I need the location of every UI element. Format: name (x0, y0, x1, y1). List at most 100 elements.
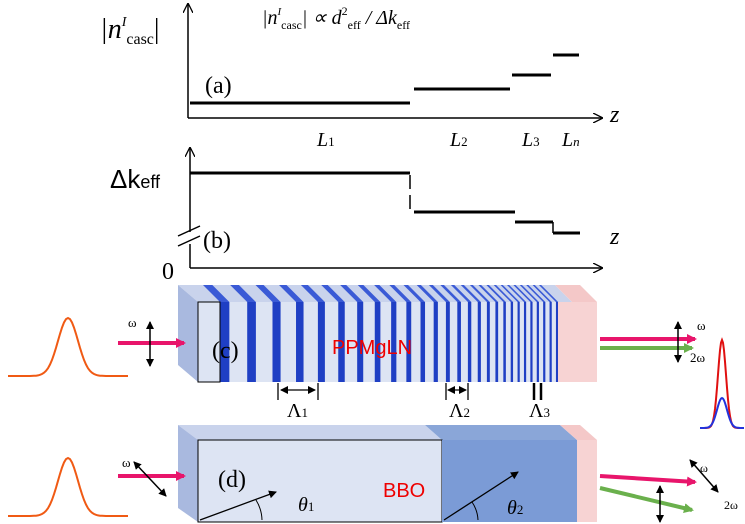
domain (510, 302, 514, 382)
domain (457, 302, 461, 382)
length-label: L3 (521, 129, 540, 151)
domain-top (374, 285, 397, 302)
panel-c: ω (c) PPMgLN ω 2ω Λ1 Λ2 Λ3 (8, 285, 744, 429)
period-label: Λ3 (529, 400, 550, 422)
domain-top (203, 285, 230, 302)
domain (406, 302, 412, 382)
panel-tag: (a) (205, 73, 232, 99)
input-label: ω (128, 315, 137, 330)
domain-top (513, 285, 533, 302)
crystal-top (178, 425, 442, 440)
axis-break (177, 225, 201, 237)
domain-top (340, 285, 364, 302)
crystal-label: PPMgLN (332, 337, 412, 359)
length-label: L1 (316, 129, 335, 151)
domain (523, 302, 527, 382)
crystal-side (178, 425, 198, 522)
domain-top (428, 285, 450, 302)
formula: |nIcasc| ∝ d2eff / Δkeff (262, 4, 410, 32)
angle-label: θ2 (507, 497, 523, 519)
origin-label: 0 (162, 259, 174, 285)
domain (391, 302, 397, 382)
polarization (689, 459, 719, 493)
crystal-front (197, 439, 443, 523)
input-label: ω (122, 455, 131, 470)
domain-top (538, 285, 559, 302)
domain (477, 302, 481, 382)
crystal-label: BBO (383, 480, 425, 502)
output-pulse (700, 396, 744, 429)
length-label: Ln (561, 129, 580, 151)
polarization (133, 461, 167, 497)
domain (486, 302, 490, 382)
y-label: Δkeff (110, 164, 161, 194)
domain-top (300, 285, 325, 302)
domain (338, 302, 345, 382)
domain (495, 302, 499, 382)
domain-top (478, 285, 499, 302)
domain (503, 302, 506, 382)
domain-top (321, 285, 345, 302)
domains (203, 285, 559, 382)
crystal-front (442, 440, 577, 522)
crystal-top (425, 425, 577, 440)
optic-axis (443, 471, 519, 521)
crystal-side (178, 285, 198, 382)
domain-top (500, 285, 520, 302)
domain (530, 302, 533, 382)
output-beam (599, 474, 697, 487)
domain-top (519, 285, 539, 302)
domain-top (416, 285, 438, 302)
domain-top (230, 285, 256, 302)
domain-top (526, 285, 546, 302)
domain (357, 302, 364, 382)
domain-top (357, 285, 381, 302)
input-pulse (8, 316, 128, 377)
crystal-end (560, 425, 597, 440)
output-pulse (700, 337, 744, 429)
period-label: Λ1 (287, 400, 308, 422)
domain (555, 302, 559, 382)
domain-top (532, 285, 552, 302)
domain (272, 302, 281, 382)
input-pulse (8, 456, 128, 517)
y-label: |nIcasc| (100, 14, 160, 48)
length-label: L2 (449, 129, 468, 151)
domain-top (389, 285, 412, 302)
domain (445, 302, 450, 382)
crystal-end (555, 285, 597, 302)
domain (517, 302, 520, 382)
domain (317, 302, 325, 382)
output-label: 2ω (724, 498, 738, 512)
domain-top (403, 285, 426, 302)
domain (433, 302, 438, 382)
edge (197, 301, 221, 383)
crystal-end (577, 440, 597, 522)
domain-top (255, 285, 281, 302)
period-marks (277, 383, 543, 400)
angle-arc (471, 501, 479, 521)
domain-top (469, 285, 490, 302)
angle-label: θ1 (298, 494, 314, 516)
domain (420, 302, 426, 382)
domain-top (440, 285, 461, 302)
domain-top (486, 285, 506, 302)
domain (543, 302, 546, 382)
output-label: 2ω (690, 350, 706, 365)
panel-tag: (d) (218, 467, 246, 493)
optic-axis (199, 490, 277, 521)
domain-top (450, 285, 472, 302)
domain-top (506, 285, 527, 302)
output-label: ω (700, 461, 708, 475)
panel-a: |nIcasc| |nIcasc| ∝ d2eff / Δkeff (a) z … (100, 4, 620, 151)
domain-top (279, 285, 304, 302)
panel-b: Δkeff (b) z 0 (110, 148, 620, 285)
panel-d: ω (d) BBO θ1 θ2 ω 2ω (8, 425, 738, 523)
domain (220, 302, 230, 382)
domain (374, 302, 381, 382)
output-label: ω (697, 318, 706, 333)
crystal-end (558, 302, 597, 382)
x-label: z (609, 224, 620, 250)
domain (549, 302, 552, 382)
